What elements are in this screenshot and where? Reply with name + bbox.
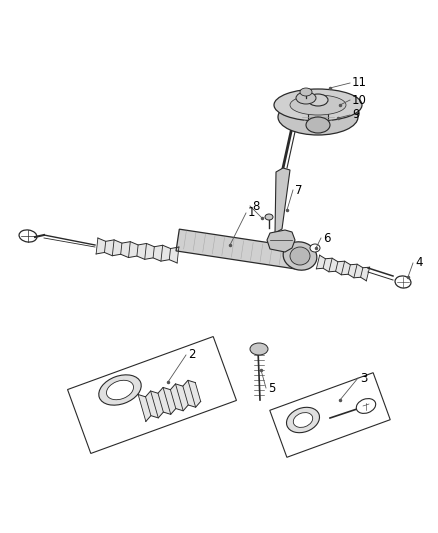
Ellipse shape (308, 94, 328, 106)
Ellipse shape (250, 343, 268, 355)
Text: 2: 2 (188, 349, 195, 361)
Ellipse shape (356, 399, 376, 414)
Ellipse shape (293, 413, 313, 427)
Ellipse shape (290, 95, 346, 115)
Ellipse shape (310, 244, 320, 252)
Ellipse shape (19, 230, 37, 242)
Text: 10: 10 (352, 93, 367, 107)
Polygon shape (308, 100, 328, 125)
Polygon shape (138, 381, 201, 422)
Text: 5: 5 (268, 382, 276, 394)
Ellipse shape (296, 92, 316, 104)
Text: 7: 7 (295, 183, 303, 197)
Ellipse shape (395, 276, 411, 288)
Text: 3: 3 (360, 372, 367, 384)
Polygon shape (275, 168, 290, 233)
Ellipse shape (286, 407, 319, 433)
Ellipse shape (306, 117, 330, 133)
Ellipse shape (265, 214, 273, 220)
Polygon shape (316, 255, 370, 281)
Ellipse shape (274, 89, 362, 121)
Text: 1: 1 (248, 206, 255, 220)
Ellipse shape (99, 375, 141, 405)
Polygon shape (176, 229, 298, 269)
Polygon shape (96, 238, 179, 263)
Ellipse shape (106, 380, 134, 400)
Polygon shape (267, 230, 295, 252)
Ellipse shape (300, 88, 312, 96)
Text: 6: 6 (323, 231, 331, 245)
Ellipse shape (283, 242, 317, 270)
Ellipse shape (278, 99, 358, 135)
Ellipse shape (290, 247, 310, 265)
Text: 8: 8 (252, 199, 259, 213)
Text: 4: 4 (415, 256, 423, 270)
Text: 11: 11 (352, 77, 367, 90)
Text: 9: 9 (352, 109, 360, 122)
